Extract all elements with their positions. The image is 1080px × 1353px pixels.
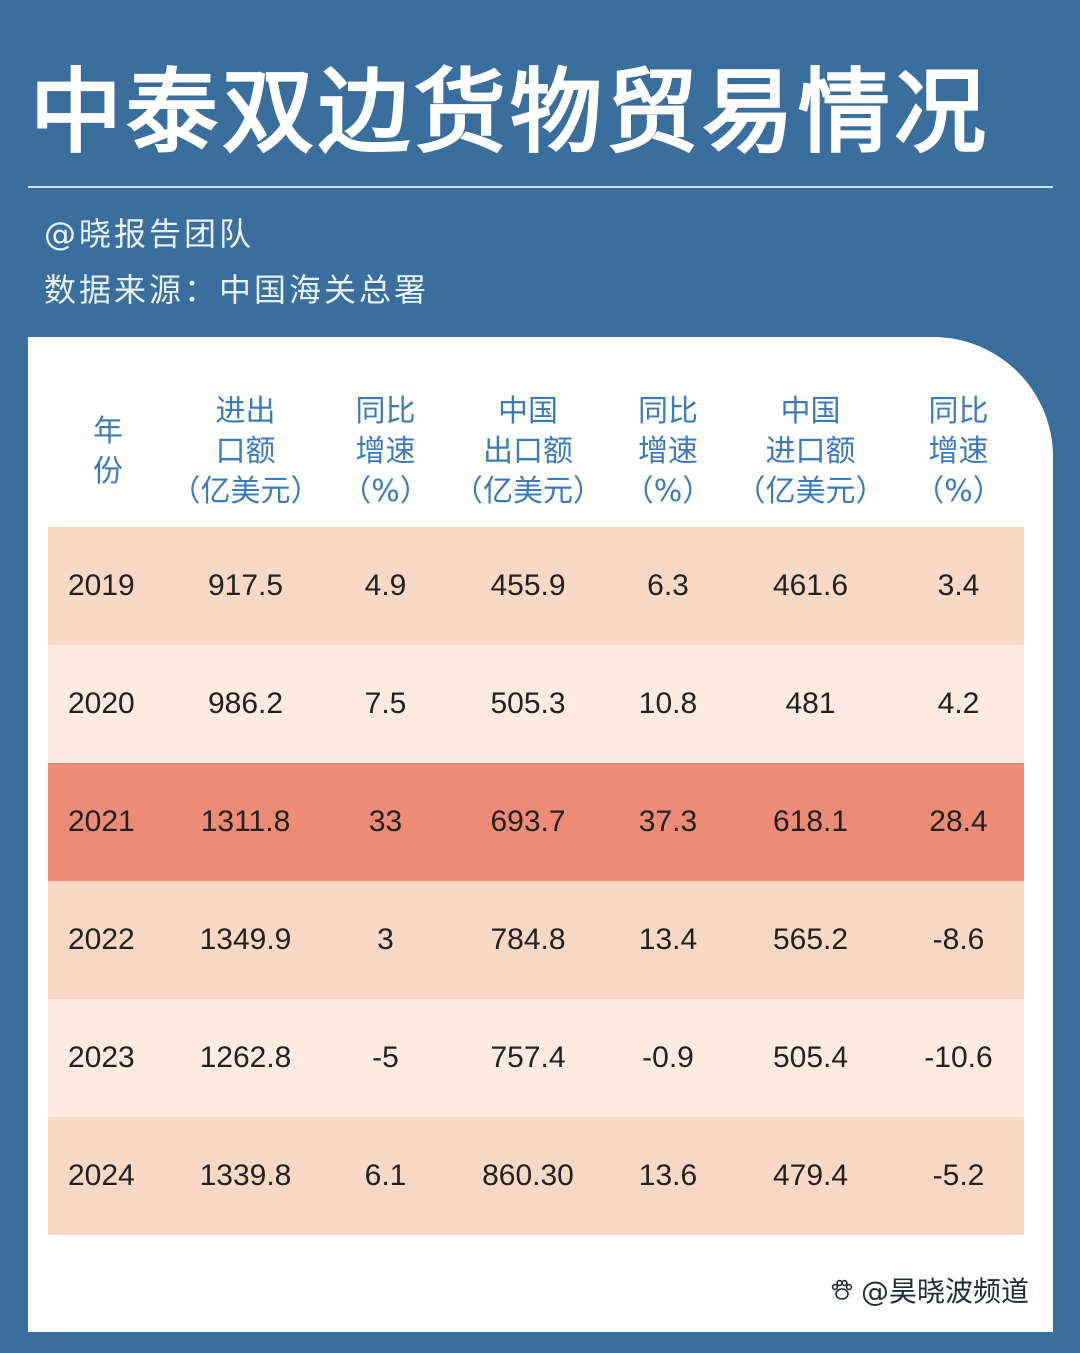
cell-total-growth: 33: [323, 763, 448, 881]
cell-import-growth: -5.2: [893, 1117, 1024, 1235]
cell-export: 455.9: [448, 527, 608, 645]
cell-export-growth: 10.8: [608, 645, 728, 763]
cell-export: 784.8: [448, 881, 608, 999]
cell-import: 565.2: [728, 881, 893, 999]
title-divider: [28, 186, 1053, 188]
table-row: 2023 1262.8 -5 757.4 -0.9 505.4 -10.6: [48, 999, 1024, 1117]
table-row: 2020 986.2 7.5 505.3 10.8 481 4.2: [48, 645, 1024, 763]
cell-year: 2022: [48, 881, 168, 999]
cell-export: 505.3: [448, 645, 608, 763]
cell-import: 461.6: [728, 527, 893, 645]
cell-export: 860.30: [448, 1117, 608, 1235]
header-year: 年份: [93, 414, 123, 489]
cell-export-growth: 37.3: [608, 763, 728, 881]
cell-export-growth: 6.3: [608, 527, 728, 645]
cell-import-growth: 4.2: [893, 645, 1024, 763]
cell-total-trade: 1339.8: [168, 1117, 323, 1235]
cell-total-growth: 6.1: [323, 1117, 448, 1235]
table-panel: 年份 进出 口额 （亿美元） 同比 增速 （%） 中国 出口额 （亿美元） 同比 增速 （%） …: [28, 337, 1053, 1332]
source-label: 数据来源：中国海关总署: [44, 271, 430, 309]
cell-total-trade: 917.5: [168, 527, 323, 645]
cell-total-growth: 7.5: [323, 645, 448, 763]
cell-year: 2021: [48, 763, 168, 881]
cell-year: 2023: [48, 999, 168, 1117]
cell-import: 505.4: [728, 999, 893, 1117]
cell-export-growth: 13.6: [608, 1117, 728, 1235]
cell-total-trade: 1311.8: [168, 763, 323, 881]
page-title: 中泰双边货物贸易情况: [30, 59, 991, 166]
cell-total-trade: 1262.8: [168, 999, 323, 1117]
cell-import-growth: 28.4: [893, 763, 1024, 881]
header-import-growth: 同比 增速 （%）: [914, 394, 1003, 509]
watermark-text: @昊晓波频道: [860, 1275, 1029, 1308]
cell-export-growth: -0.9: [608, 999, 728, 1117]
cell-import-growth: -10.6: [893, 999, 1024, 1117]
table-body: 2019 917.5 4.9 455.9 6.3 461.6 3.4 2020 …: [48, 527, 1024, 1235]
header-total-growth: 同比 增速 （%）: [341, 394, 430, 509]
cell-export: 757.4: [448, 999, 608, 1117]
table-row-highlighted: 2021 1311.8 33 693.7 37.3 618.1 28.4: [48, 763, 1024, 881]
cell-import-growth: -8.6: [893, 881, 1024, 999]
table-header-row: 年份 进出 口额 （亿美元） 同比 增速 （%） 中国 出口额 （亿美元） 同比 增速 （%） …: [48, 377, 1024, 527]
cell-year: 2024: [48, 1117, 168, 1235]
cell-total-growth: 4.9: [323, 527, 448, 645]
cell-export-growth: 13.4: [608, 881, 728, 999]
cell-export: 693.7: [448, 763, 608, 881]
table-row: 2024 1339.8 6.1 860.30 13.6 479.4 -5.2: [48, 1117, 1024, 1235]
cell-total-growth: -5: [323, 999, 448, 1117]
header-import: 中国 进口额 （亿美元）: [735, 394, 886, 509]
header-export-growth: 同比 增速 （%）: [623, 394, 713, 509]
paw-icon: [827, 1275, 857, 1305]
author-label: @晓报告团队: [44, 215, 255, 253]
cell-year: 2019: [48, 527, 168, 645]
header-total-trade: 进出 口额 （亿美元）: [170, 394, 321, 509]
table-row: 2022 1349.9 3 784.8 13.4 565.2 -8.6: [48, 881, 1024, 999]
cell-import: 481: [728, 645, 893, 763]
cell-import: 618.1: [728, 763, 893, 881]
cell-import: 479.4: [728, 1117, 893, 1235]
table-row: 2019 917.5 4.9 455.9 6.3 461.6 3.4: [48, 527, 1024, 645]
watermark: @昊晓波频道: [827, 1270, 1029, 1310]
cell-import-growth: 3.4: [893, 527, 1024, 645]
header-export: 中国 出口额 （亿美元）: [453, 394, 603, 509]
cell-total-growth: 3: [323, 881, 448, 999]
trade-table: 年份 进出 口额 （亿美元） 同比 增速 （%） 中国 出口额 （亿美元） 同比 增速 （%） …: [48, 377, 1024, 1235]
cell-year: 2020: [48, 645, 168, 763]
cell-total-trade: 1349.9: [168, 881, 323, 999]
cell-total-trade: 986.2: [168, 645, 323, 763]
